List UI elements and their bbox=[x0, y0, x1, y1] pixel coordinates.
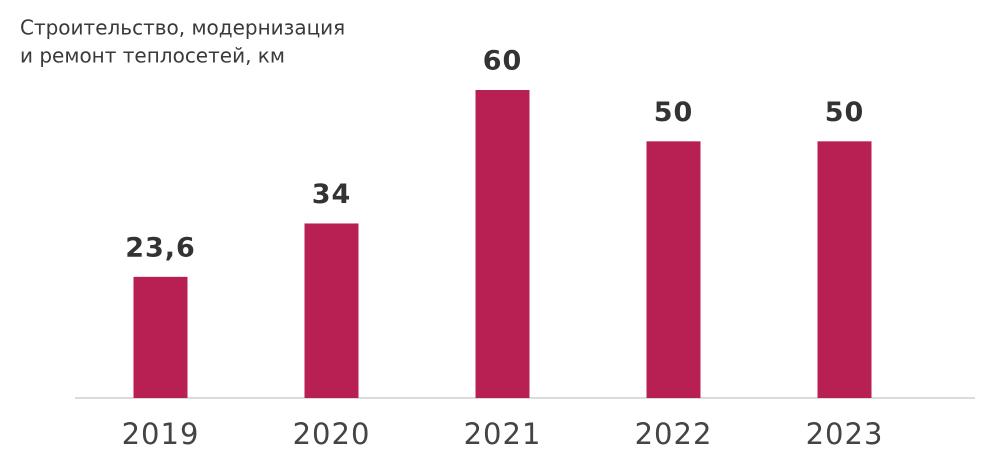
bar bbox=[475, 90, 530, 398]
value-label: 50 bbox=[825, 97, 865, 128]
bar bbox=[817, 141, 872, 399]
x-tick-label: 2022 bbox=[635, 417, 713, 451]
bar bbox=[133, 276, 188, 398]
x-tick-label: 2021 bbox=[464, 417, 542, 451]
value-label: 34 bbox=[312, 179, 352, 210]
chart-title: Строительство, модернизация bbox=[20, 16, 345, 40]
value-label: 50 bbox=[654, 97, 694, 128]
chart-title: и ремонт теплосетей, км bbox=[20, 44, 285, 68]
x-tick-label: 2023 bbox=[806, 417, 884, 451]
x-tick-label: 2020 bbox=[293, 417, 371, 451]
value-label: 23,6 bbox=[125, 232, 196, 263]
bar bbox=[304, 223, 359, 398]
x-tick-label: 2019 bbox=[122, 417, 200, 451]
value-label: 60 bbox=[483, 46, 523, 77]
bar bbox=[646, 141, 701, 399]
